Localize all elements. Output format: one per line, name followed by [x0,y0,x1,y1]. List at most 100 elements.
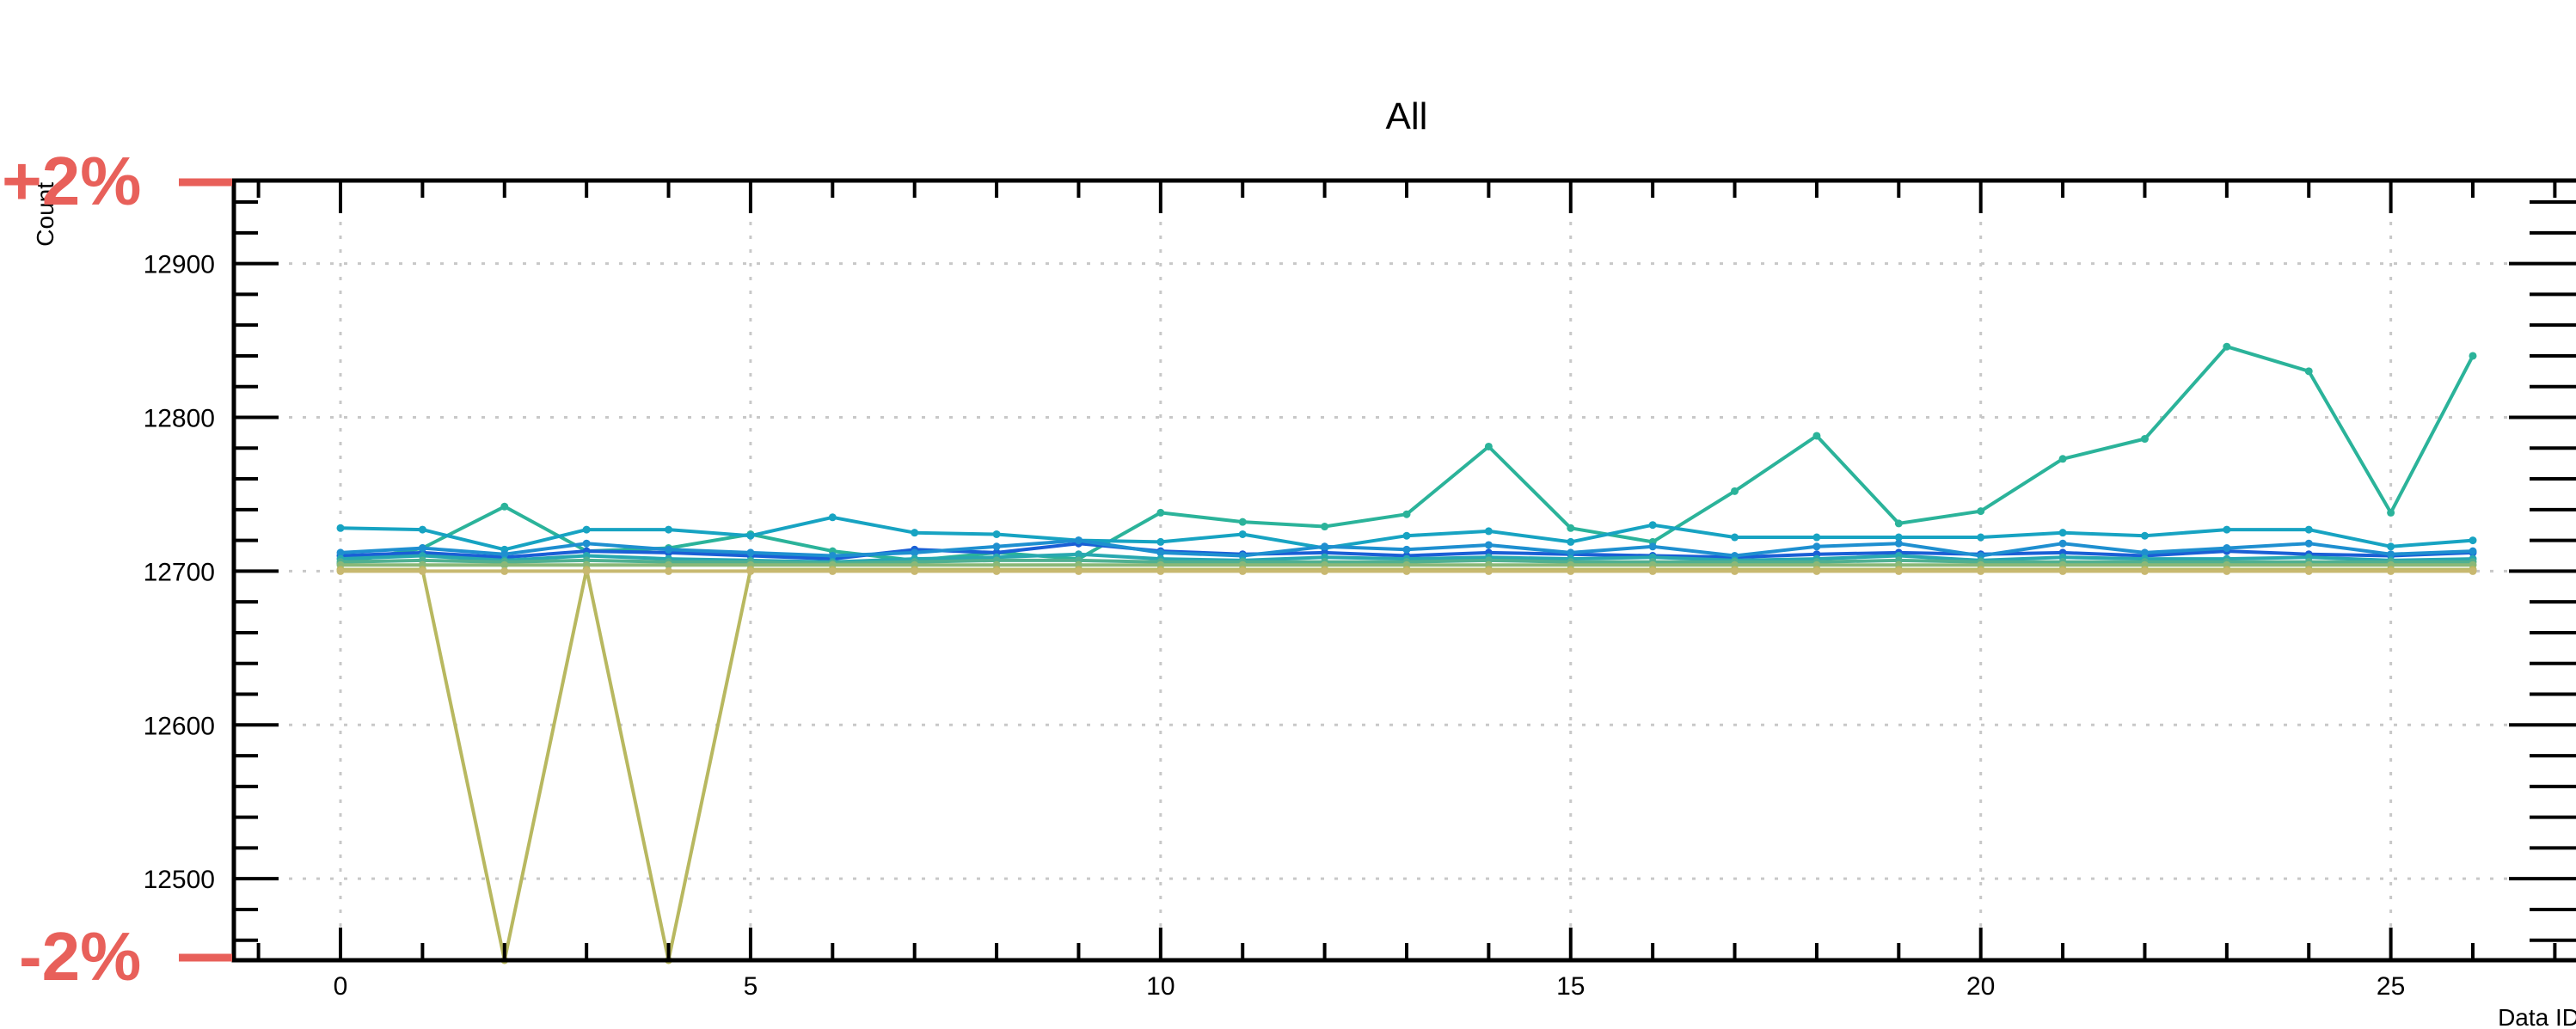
data-point-8-20 [1977,567,1985,575]
upper-band-label: +2% [2,143,141,219]
data-point-3-21 [2058,539,2067,548]
data-point-8-7 [911,567,919,575]
x-tick-label-4: 20 [1966,972,1995,1001]
data-point-3-23 [2223,544,2231,553]
data-point-3-4 [665,545,673,554]
data-point-8-22 [2140,567,2149,575]
data-point-8-19 [1894,567,1903,575]
data-point-1-1 [418,525,426,534]
data-point-8-21 [2058,567,2067,575]
data-point-0-22 [2140,435,2149,444]
series-line-7 [340,567,2473,962]
data-point-3-14 [1484,541,1493,549]
data-point-3-3 [582,539,591,548]
data-point-3-13 [1402,545,1411,554]
data-point-1-8 [992,530,1001,538]
data-point-8-11 [1238,567,1247,575]
x-axis-title: Data ID [2498,1004,2576,1029]
data-point-8-1 [418,567,426,575]
data-point-0-2 [500,502,509,511]
data-point-1-14 [1484,527,1493,536]
data-point-1-5 [746,531,755,540]
data-point-8-23 [2223,567,2231,575]
data-point-3-15 [1567,548,1575,557]
x-tick-label-0: 0 [334,972,348,1001]
data-point-0-14 [1484,442,1493,450]
y-tick-label-3: 12800 [144,404,215,432]
data-point-8-9 [1074,567,1083,575]
data-point-1-11 [1238,530,1247,538]
data-point-8-17 [1731,567,1739,575]
data-point-3-8 [992,542,1001,551]
series-1 [336,513,2477,554]
data-point-0-24 [2304,367,2313,376]
data-point-8-24 [2304,567,2313,575]
lower-band-label: -2% [19,918,141,995]
y-tick-label-1: 12600 [144,712,215,740]
data-point-1-17 [1731,533,1739,542]
y-tick-label-4: 12900 [144,251,215,279]
data-point-0-17 [1731,487,1739,495]
data-point-0-13 [1402,510,1411,518]
data-point-3-6 [828,552,837,560]
data-point-1-25 [2387,542,2395,551]
data-point-8-26 [2469,567,2477,575]
data-point-3-9 [1074,536,1083,545]
data-point-1-21 [2058,529,2067,537]
x-tick-label-5: 25 [2377,972,2405,1001]
ticks: 0 5 10 15 20 25 12500 12600 12700 12800 12900 [144,181,2576,1001]
series-layer [336,342,2477,965]
data-point-8-5 [746,567,755,575]
data-point-1-18 [1812,533,1821,542]
data-point-8-3 [582,567,591,575]
data-point-8-12 [1321,567,1329,575]
chart-title: All [1386,95,1428,138]
data-point-1-22 [2140,531,2149,540]
data-point-8-18 [1812,567,1821,575]
data-point-3-2 [500,550,509,559]
data-point-3-7 [911,548,919,557]
data-point-0-18 [1812,432,1821,440]
data-point-1-3 [582,525,591,534]
data-point-1-0 [336,524,345,532]
data-point-3-0 [336,548,345,557]
data-point-1-23 [2223,525,2231,534]
data-point-0-26 [2469,352,2477,360]
data-point-0-25 [2387,508,2395,517]
data-point-8-4 [665,567,673,575]
series-3 [336,536,2477,560]
data-point-3-24 [2304,539,2313,548]
data-point-6-2 [500,560,509,569]
band-markers: +2% -2% [2,143,232,995]
data-point-8-14 [1484,567,1493,575]
data-point-8-0 [336,567,345,575]
data-point-0-19 [1894,519,1903,528]
data-point-0-12 [1321,523,1329,531]
data-point-1-20 [1977,533,1985,542]
y-tick-label-0: 12500 [144,866,215,894]
data-point-1-13 [1402,531,1411,540]
data-point-3-26 [2469,547,2477,555]
data-point-1-16 [1648,521,1657,530]
x-tick-label-2: 10 [1146,972,1175,1001]
data-point-3-5 [746,548,755,557]
data-point-1-6 [828,513,837,522]
data-point-8-8 [992,567,1001,575]
data-point-4-9 [1074,550,1083,559]
data-point-8-6 [828,567,837,575]
data-point-1-26 [2469,536,2477,545]
data-point-0-20 [1977,507,1985,516]
x-tick-label-1: 5 [744,972,758,1001]
data-point-8-13 [1402,567,1411,575]
data-point-1-7 [911,529,919,537]
y-axis-title: Count [32,182,58,247]
data-point-8-2 [500,567,509,575]
data-point-6-4 [665,560,673,569]
data-point-8-15 [1567,567,1575,575]
data-point-0-10 [1156,508,1165,517]
data-point-3-19 [1894,539,1903,548]
data-point-8-10 [1156,567,1165,575]
y-tick-label-2: 12700 [144,558,215,586]
data-point-8-16 [1648,567,1657,575]
